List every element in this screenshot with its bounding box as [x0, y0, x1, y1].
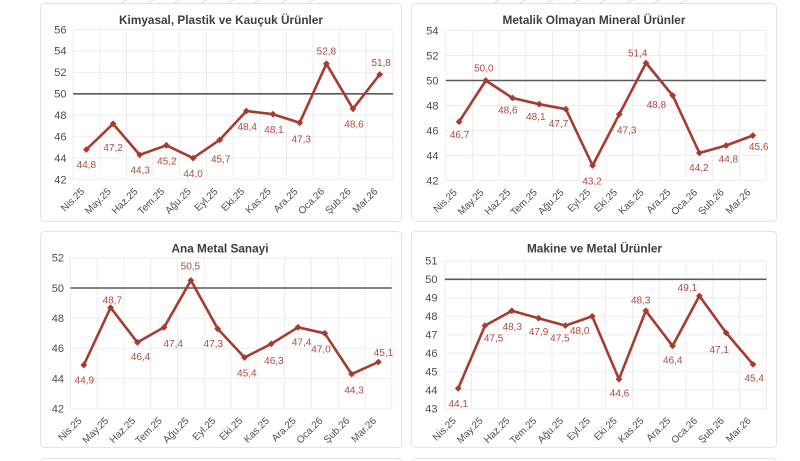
svg-text:47,5: 47,5	[550, 334, 570, 345]
svg-text:47,4: 47,4	[163, 339, 183, 350]
svg-text:44: 44	[52, 373, 64, 385]
svg-text:48,3: 48,3	[631, 296, 651, 307]
svg-text:47,4: 47,4	[292, 337, 312, 348]
svg-text:42: 42	[52, 404, 64, 416]
svg-text:52: 52	[426, 50, 438, 62]
svg-text:44: 44	[54, 153, 66, 165]
svg-text:44,8: 44,8	[77, 160, 97, 171]
svg-text:47,3: 47,3	[617, 125, 637, 136]
svg-text:44,9: 44,9	[75, 376, 95, 387]
svg-text:42: 42	[426, 175, 438, 187]
svg-text:46,7: 46,7	[450, 130, 470, 141]
svg-text:52: 52	[54, 67, 66, 79]
svg-text:46: 46	[54, 132, 66, 144]
svg-text:45,1: 45,1	[374, 348, 394, 359]
svg-text:44,3: 44,3	[130, 165, 150, 176]
svg-text:47,3: 47,3	[291, 134, 311, 145]
svg-text:44,1: 44,1	[448, 399, 468, 410]
svg-text:48,1: 48,1	[526, 112, 546, 123]
svg-text:45,4: 45,4	[237, 368, 257, 379]
svg-text:46,4: 46,4	[663, 356, 683, 367]
svg-text:48: 48	[426, 100, 438, 112]
svg-text:44,2: 44,2	[689, 163, 709, 174]
svg-text:44,0: 44,0	[183, 169, 203, 180]
svg-text:45,2: 45,2	[157, 157, 177, 168]
svg-text:44: 44	[425, 385, 437, 397]
svg-text:50: 50	[425, 274, 437, 286]
svg-text:47,5: 47,5	[484, 334, 504, 345]
svg-text:43,2: 43,2	[582, 176, 602, 187]
svg-text:48,1: 48,1	[264, 125, 284, 136]
svg-text:50: 50	[52, 283, 64, 295]
svg-text:46: 46	[52, 343, 64, 355]
svg-text:47,0: 47,0	[311, 344, 331, 355]
svg-text:44,8: 44,8	[719, 154, 739, 165]
svg-text:47: 47	[425, 330, 437, 342]
svg-text:45,6: 45,6	[749, 142, 769, 153]
svg-text:47,3: 47,3	[204, 339, 224, 350]
svg-text:51,4: 51,4	[628, 49, 648, 60]
svg-text:Makine ve Metal Ürünler: Makine ve Metal Ürünler	[527, 242, 662, 256]
svg-text:46,3: 46,3	[264, 356, 284, 367]
svg-text:51: 51	[425, 256, 437, 268]
svg-text:48,3: 48,3	[503, 322, 523, 333]
svg-text:49,1: 49,1	[678, 283, 698, 294]
svg-text:50: 50	[54, 89, 66, 101]
svg-text:Kimyasal, Plastik ve Kauçuk Ür: Kimyasal, Plastik ve Kauçuk Ürünler	[119, 13, 323, 27]
svg-text:45: 45	[425, 367, 437, 379]
svg-text:47,9: 47,9	[529, 327, 549, 338]
svg-text:Metalik Olmayan Mineral Ürünle: Metalik Olmayan Mineral Ürünler	[503, 13, 686, 27]
svg-text:42: 42	[54, 174, 66, 186]
svg-text:43: 43	[425, 404, 437, 416]
svg-text:50,0: 50,0	[474, 64, 494, 75]
svg-text:44: 44	[426, 150, 438, 162]
svg-text:48: 48	[54, 110, 66, 122]
svg-text:50: 50	[426, 75, 438, 87]
svg-text:54: 54	[426, 25, 438, 37]
svg-text:50,5: 50,5	[181, 261, 201, 272]
svg-text:48: 48	[425, 311, 437, 323]
svg-text:47,7: 47,7	[549, 119, 569, 130]
svg-text:44,3: 44,3	[344, 386, 364, 397]
svg-text:46,4: 46,4	[131, 352, 151, 363]
svg-text:54: 54	[54, 46, 66, 58]
svg-text:52,8: 52,8	[317, 46, 337, 57]
svg-text:48,6: 48,6	[344, 119, 364, 130]
svg-text:51,8: 51,8	[371, 58, 391, 69]
svg-text:48,0: 48,0	[570, 326, 590, 337]
svg-text:48: 48	[52, 313, 64, 325]
svg-text:45,7: 45,7	[211, 154, 231, 165]
svg-text:47,2: 47,2	[103, 143, 123, 154]
svg-text:48,6: 48,6	[498, 106, 518, 117]
svg-text:45,4: 45,4	[744, 374, 764, 385]
svg-text:52: 52	[52, 253, 64, 265]
svg-text:Ana Metal Sanayi: Ana Metal Sanayi	[171, 242, 268, 256]
svg-text:47,1: 47,1	[709, 345, 729, 356]
svg-text:56: 56	[54, 24, 66, 36]
svg-text:48,7: 48,7	[103, 296, 123, 307]
svg-text:48,8: 48,8	[647, 100, 667, 111]
svg-text:46: 46	[426, 125, 438, 137]
svg-text:48,4: 48,4	[237, 122, 257, 133]
svg-text:46: 46	[425, 348, 437, 360]
svg-text:49: 49	[425, 293, 437, 305]
svg-text:44,6: 44,6	[610, 389, 630, 400]
